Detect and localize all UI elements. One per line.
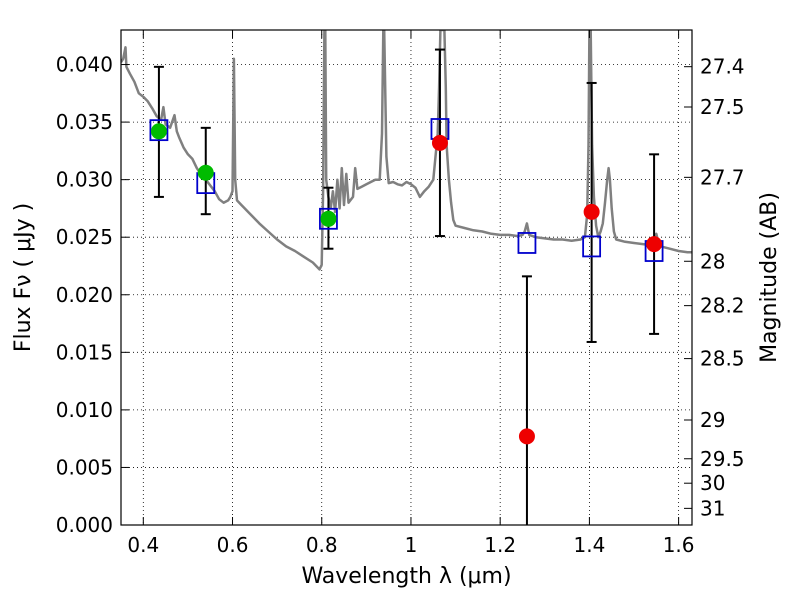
x-tick-label: 0.6 (217, 533, 249, 557)
spectrum-line (121, 30, 692, 271)
data-markers (149, 118, 664, 445)
model-band-square (149, 119, 169, 142)
photometry-point (646, 236, 663, 253)
mag-tick-label: 27.5 (700, 95, 745, 119)
x-tick-label: 0.4 (127, 533, 159, 557)
x-tick-label: 1.2 (484, 533, 516, 557)
y-tick-label: 0.030 (56, 168, 113, 192)
y-tick-label: 0.015 (56, 340, 113, 364)
photometry-point (518, 428, 535, 445)
x-tick-label: 1.4 (573, 533, 605, 557)
photometry-point (197, 164, 214, 181)
photometry-point (431, 134, 448, 151)
mag-tick-label: 30 (700, 471, 725, 495)
model-spectrum (121, 30, 692, 271)
x-tick-label: 1 (405, 533, 418, 557)
y-tick-label: 0.005 (56, 455, 113, 479)
model-band-square (582, 235, 602, 258)
error-bars (153, 48, 660, 525)
y-tick-label: 0.035 (56, 110, 113, 134)
y-tick-label: 0.040 (56, 53, 113, 77)
photometry-point (583, 203, 600, 220)
y-tick-label: 0.000 (56, 513, 113, 537)
mag-tick-label: 28.2 (700, 294, 745, 318)
plot-frame (120, 29, 693, 526)
mag-tick-label: 27.4 (700, 55, 745, 79)
mag-tick-label: 31 (700, 496, 725, 520)
x-tick-label: 1.6 (663, 533, 695, 557)
axis-ticks: 0.4 0.6 0.8 1 1.2 1.4 1.6 0.000 0.005 0.010 0.015 0… (56, 30, 745, 557)
y-tick-label: 0.020 (56, 283, 113, 307)
mag-tick-label: 27.7 (700, 165, 745, 189)
x-axis-label: Wavelength λ (μm) (301, 564, 511, 589)
y-tick-label: 0.025 (56, 225, 113, 249)
y-axis-label: Flux Fν ( μJy ) (11, 203, 36, 352)
photometry-point (320, 210, 337, 227)
mag-tick-label: 28.5 (700, 347, 745, 371)
photometry-point (150, 123, 167, 140)
y-tick-label: 0.010 (56, 398, 113, 422)
model-band-square (517, 232, 537, 254)
grid-lines (121, 30, 692, 526)
right-axis-label: Magnitude (AB) (757, 192, 782, 363)
x-tick-label: 0.8 (306, 533, 338, 557)
model-band-square (319, 207, 338, 230)
mag-tick-label: 28 (700, 249, 725, 273)
mag-tick-label: 29 (700, 408, 725, 432)
mag-tick-label: 29.5 (700, 447, 745, 471)
